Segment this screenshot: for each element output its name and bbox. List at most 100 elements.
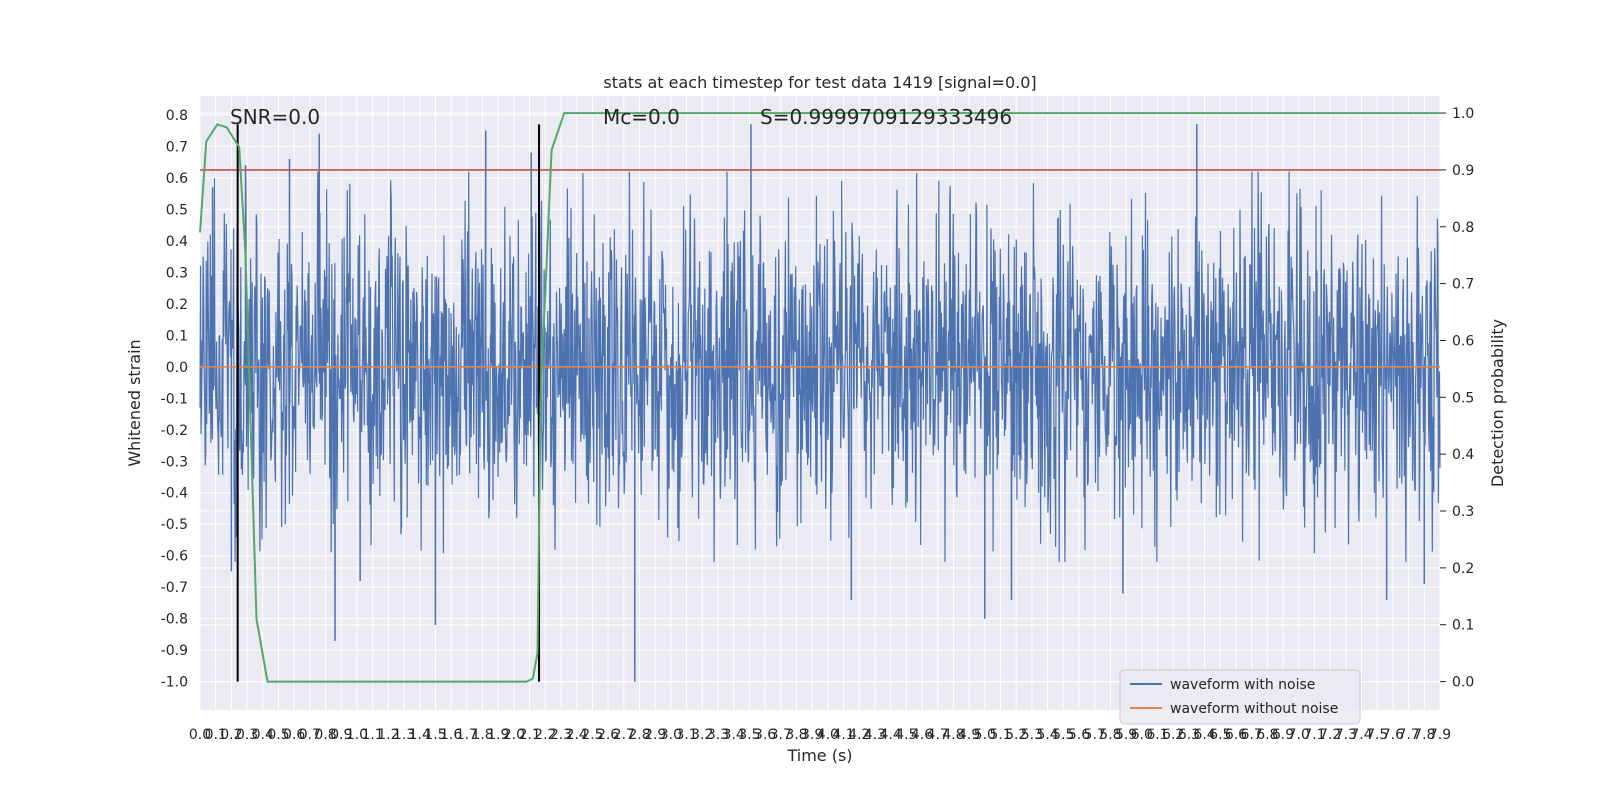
left-y-tick-label: 0.2 xyxy=(166,297,188,313)
x-tick-label: 6.9 xyxy=(1272,727,1294,743)
right-y-tick-label: 0.7 xyxy=(1452,277,1474,293)
x-tick-label: 5.2 xyxy=(1005,727,1027,743)
x-tick-label: 6.2 xyxy=(1162,727,1184,743)
x-tick-label: 7.5 xyxy=(1366,727,1388,743)
x-tick-label: 0.8 xyxy=(314,727,336,743)
left-y-tick-label: -1.0 xyxy=(161,675,188,691)
x-tick-label: 3.0 xyxy=(660,727,682,743)
x-tick-label: 0.2 xyxy=(220,727,242,743)
right-y-tick-label: 1.0 xyxy=(1452,106,1474,122)
x-tick-label: 0.6 xyxy=(283,727,305,743)
waveform-with-noise-series xyxy=(199,124,1441,682)
left-y-tick-label: -0.4 xyxy=(161,486,188,502)
x-tick-label: 1.6 xyxy=(440,727,462,743)
x-tick-label: 2.6 xyxy=(597,727,619,743)
left-y-tick-label: -0.9 xyxy=(161,643,188,659)
x-tick-label: 7.3 xyxy=(1335,727,1357,743)
x-tick-label: 1.8 xyxy=(471,727,493,743)
x-tick-label: 1.2 xyxy=(377,727,399,743)
left-y-tick-label: 0.1 xyxy=(166,328,188,344)
x-tick-label: 1.3 xyxy=(393,727,415,743)
x-tick-label: 6.1 xyxy=(1146,727,1168,743)
left-y-tick-label: -0.3 xyxy=(161,454,188,470)
x-tick-label: 5.9 xyxy=(1115,727,1137,743)
x-tick-label: 4.5 xyxy=(895,727,917,743)
x-tick-label: 2.5 xyxy=(581,727,603,743)
x-tick-label: 6.4 xyxy=(1193,727,1215,743)
x-tick-label: 3.8 xyxy=(785,727,807,743)
x-tick-label: 4.8 xyxy=(942,727,964,743)
x-tick-label: 4.1 xyxy=(832,727,854,743)
x-tick-label: 7.1 xyxy=(1303,727,1325,743)
x-tick-label: 6.3 xyxy=(1178,727,1200,743)
x-tick-label: 5.5 xyxy=(1052,727,1074,743)
left-y-tick-label: 0.6 xyxy=(166,171,188,187)
left-y-tick-label: 0.8 xyxy=(166,108,188,124)
right-y-tick-label: 0.5 xyxy=(1452,390,1474,406)
x-tick-label: 0.5 xyxy=(267,727,289,743)
legend: waveform with noise waveform without noi… xyxy=(1119,669,1361,725)
left-y-tick-label: -0.1 xyxy=(161,391,188,407)
x-tick-label: 3.7 xyxy=(770,727,792,743)
x-tick-label: 5.4 xyxy=(1036,727,1058,743)
x-tick-label: 7.4 xyxy=(1350,727,1372,743)
left-y-axis-label: Whitened strain xyxy=(125,339,144,466)
x-tick-label: 2.3 xyxy=(550,727,572,743)
x-tick-label: 5.8 xyxy=(1099,727,1121,743)
x-tick-labels: 0.00.10.20.30.40.50.60.70.80.91.01.11.21… xyxy=(189,727,1451,743)
x-tick-label: 1.9 xyxy=(487,727,509,743)
x-tick-label: 1.1 xyxy=(362,727,384,743)
right-y-tick-label: 0.4 xyxy=(1452,447,1474,463)
x-tick-label: 6.0 xyxy=(1131,727,1153,743)
left-y-tick-label: 0.0 xyxy=(166,360,188,376)
left-y-tick-label: -0.2 xyxy=(161,423,188,439)
x-tick-label: 1.4 xyxy=(409,727,431,743)
right-y-tick-label: 0.3 xyxy=(1452,504,1474,520)
chart-title: stats at each timestep for test data 141… xyxy=(603,73,1036,92)
x-tick-label: 7.9 xyxy=(1429,727,1451,743)
legend-label-clean: waveform without noise xyxy=(1170,701,1338,717)
mc-annotation: Mc=0.0 xyxy=(603,105,680,129)
x-tick-label: 0.9 xyxy=(330,727,352,743)
x-tick-label: 0.1 xyxy=(205,727,227,743)
x-tick-label: 0.0 xyxy=(189,727,211,743)
left-y-tick-label: 0.4 xyxy=(166,234,188,250)
x-tick-label: 4.2 xyxy=(848,727,870,743)
left-y-tick-label: -0.5 xyxy=(161,517,188,533)
x-tick-label: 4.4 xyxy=(880,727,902,743)
s-annotation: S=0.9999709129333496 xyxy=(760,105,1012,129)
detection-probability-line xyxy=(199,112,1440,683)
x-tick-label: 7.7 xyxy=(1397,727,1419,743)
right-y-tick-label: 0.0 xyxy=(1452,675,1474,691)
x-tick-label: 2.0 xyxy=(503,727,525,743)
noise-trace xyxy=(199,124,1441,682)
x-tick-label: 0.7 xyxy=(299,727,321,743)
left-y-tick-label: -0.8 xyxy=(161,612,188,628)
left-y-tick-label: 0.3 xyxy=(166,265,188,281)
right-y-tick-label: 0.2 xyxy=(1452,561,1474,577)
x-tick-label: 6.6 xyxy=(1225,727,1247,743)
right-y-tick-label: 0.9 xyxy=(1452,163,1474,179)
x-tick-label: 3.1 xyxy=(675,727,697,743)
left-y-tick-label: 0.7 xyxy=(166,139,188,155)
right-y-tick-label: 0.1 xyxy=(1452,618,1474,634)
x-tick-label: 0.4 xyxy=(252,727,274,743)
x-axis-label: Time (s) xyxy=(786,746,852,765)
x-tick-label: 3.3 xyxy=(707,727,729,743)
x-tick-label: 4.0 xyxy=(817,727,839,743)
snr-annotation: SNR=0.0 xyxy=(230,105,320,129)
left-y-tick-labels: 0.8 0.7 0.6 0.5 0.4 0.3 0.2 0.1 0.0 -0.1 -0.2 -0.3 -… xyxy=(161,108,188,691)
x-tick-label: 3.5 xyxy=(738,727,760,743)
x-tick-label: 4.6 xyxy=(911,727,933,743)
x-tick-label: 0.3 xyxy=(236,727,258,743)
legend-box xyxy=(1119,669,1361,725)
x-tick-label: 1.0 xyxy=(346,727,368,743)
left-y-tick-label: -0.6 xyxy=(161,549,188,565)
x-tick-label: 7.0 xyxy=(1288,727,1310,743)
right-y-tick-labels: 1.0 0.9 0.8 0.7 0.6 0.5 0.4 0.3 0.2 0.1 0.0 xyxy=(1440,106,1474,691)
right-y-tick-label: 0.6 xyxy=(1452,333,1474,349)
right-y-tick-label: 0.8 xyxy=(1452,220,1474,236)
x-tick-label: 2.9 xyxy=(644,727,666,743)
x-tick-label: 2.7 xyxy=(613,727,635,743)
